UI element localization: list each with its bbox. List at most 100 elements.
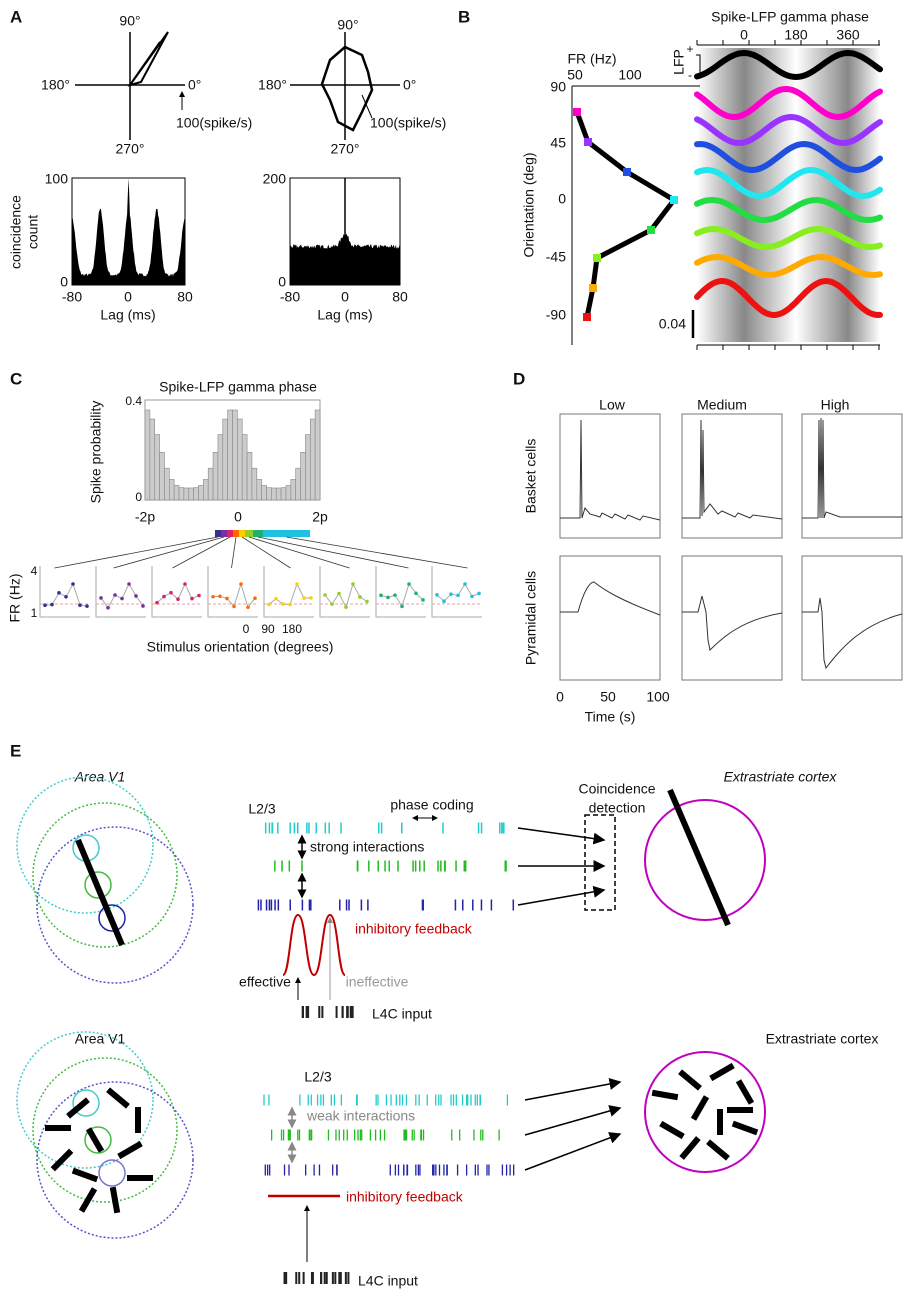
- hist-bar: [285, 485, 292, 501]
- x-tick-label: 0: [341, 289, 349, 305]
- stimulus-bar: [709, 1062, 735, 1082]
- x-tick-label: 2p: [312, 509, 328, 525]
- sign: -: [688, 68, 692, 82]
- mini-point: [477, 591, 481, 596]
- stimulus-bar: [731, 1120, 759, 1136]
- hist-bar: [169, 479, 175, 501]
- stimulus-bar: [735, 1079, 755, 1105]
- mini-point: [470, 594, 474, 599]
- phase-curve: [694, 166, 883, 200]
- y-label: Spike probability: [88, 401, 104, 504]
- x-tick-label: 0: [740, 27, 748, 43]
- hist-bar: [256, 479, 262, 501]
- x-tick-label: 80: [392, 289, 408, 305]
- mini-point: [169, 590, 173, 595]
- field: [36, 1081, 194, 1239]
- histograms: [72, 178, 400, 285]
- hist-bar: [159, 452, 165, 501]
- stimulus-bar: [667, 788, 731, 927]
- mini-point: [421, 598, 425, 602]
- angle-label: 90°: [119, 13, 140, 29]
- hist-bar: [290, 479, 296, 501]
- mini-point: [99, 596, 103, 600]
- mini-point: [358, 595, 362, 599]
- field: [36, 826, 194, 984]
- histogram: [72, 178, 185, 285]
- mini-point: [323, 593, 327, 597]
- stimulus-bar: [659, 1120, 685, 1140]
- hist-bar: [305, 434, 311, 501]
- trace: [560, 419, 661, 521]
- hist-bar: [251, 467, 258, 501]
- title: Spike-LFP gamma phase: [711, 9, 869, 25]
- tuning-point: [573, 108, 581, 116]
- mini-point: [85, 604, 89, 608]
- color-bar: [233, 530, 239, 537]
- row-title: Basket cells: [523, 439, 539, 514]
- phase-curve: [694, 196, 883, 224]
- angle-label: 180°: [41, 77, 70, 93]
- hist-bar: [271, 487, 277, 501]
- mini-point: [141, 604, 145, 608]
- color-bar: [263, 530, 310, 537]
- panel-d-traces: [559, 413, 903, 681]
- title: Spike-LFP gamma phase: [159, 379, 317, 395]
- mini-point: [43, 603, 47, 608]
- stimulus-bar: [66, 1097, 90, 1119]
- connector: [286, 536, 468, 569]
- mini-point: [134, 594, 138, 598]
- receptive-circle: [644, 1051, 766, 1173]
- tuning-point: [623, 168, 631, 176]
- panel-label: B: [458, 7, 470, 26]
- tuning-point: [670, 196, 678, 204]
- mini-frame: [319, 566, 370, 618]
- mini-point: [176, 597, 180, 602]
- mini-point: [162, 594, 166, 599]
- angle-label: 270°: [116, 141, 145, 157]
- area-label: Extrastriate cortex: [724, 769, 838, 785]
- pointer: [361, 94, 373, 119]
- mini-point: [239, 582, 243, 586]
- hist-bar: [222, 418, 228, 501]
- small-field: [98, 904, 126, 932]
- mini-point: [288, 602, 292, 607]
- mini-point: [456, 593, 460, 598]
- mini-point: [127, 582, 131, 586]
- annotation: Coincidence: [578, 781, 655, 797]
- y-tick-label: 0: [135, 490, 142, 504]
- mini-point: [71, 582, 75, 586]
- trace: [802, 597, 903, 670]
- hist-bar: [164, 467, 170, 501]
- hist-bar: [295, 467, 301, 501]
- mini-point: [246, 605, 250, 610]
- x-tick-label: 50: [600, 689, 616, 705]
- hist-bar: [246, 452, 253, 501]
- x-label: Lag (ms): [317, 307, 372, 323]
- mini-point: [197, 593, 201, 598]
- connector: [257, 536, 409, 569]
- arrow: [524, 1078, 622, 1101]
- y-tick-label: 1: [31, 606, 38, 620]
- scale-label: 0.04: [659, 316, 686, 332]
- mini-point: [78, 603, 82, 607]
- polar-shape: [127, 31, 169, 87]
- hist-bar: [149, 418, 156, 501]
- mini-point: [218, 594, 222, 599]
- color-bar: [239, 530, 245, 537]
- trace: [802, 417, 902, 519]
- color-bar: [221, 530, 227, 537]
- y-tick-label: 0: [278, 274, 286, 290]
- x-tick-label: 50: [567, 67, 583, 83]
- mini-frame: [39, 566, 90, 618]
- hist-bar: [261, 485, 267, 501]
- x-label: Lag (ms): [100, 307, 155, 323]
- y-tick-label: 0.4: [125, 394, 142, 408]
- tuning-point: [584, 138, 592, 146]
- hist-bar: [227, 409, 233, 501]
- mini-frame: [431, 566, 482, 618]
- row-title: Pyramidal cells: [523, 571, 539, 665]
- x-tick-label: 100: [618, 67, 642, 83]
- mini-curve: [268, 582, 312, 605]
- mini-frame: [375, 566, 426, 618]
- hist-bar: [173, 485, 180, 501]
